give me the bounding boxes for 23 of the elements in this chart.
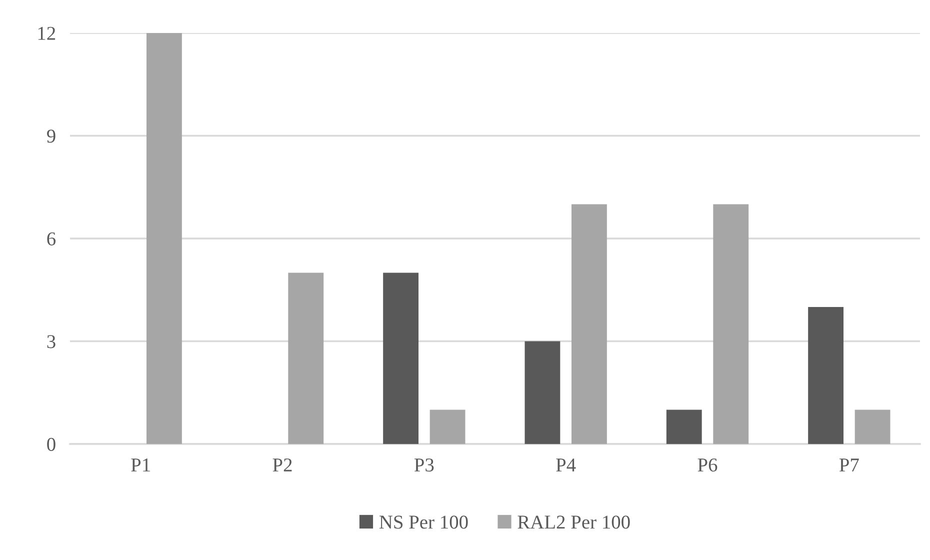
y-tick-label: 0: [47, 438, 56, 451]
bar: [666, 410, 702, 444]
bar: [572, 204, 607, 444]
bar: [713, 204, 749, 444]
y-tick-label: 6: [47, 232, 56, 246]
x-tick-label: P7: [839, 458, 859, 472]
y-tick-label: 12: [38, 26, 56, 40]
y-tick-label: 9: [47, 130, 56, 143]
x-tick-label: P2: [272, 458, 292, 472]
x-tick-label: P3: [414, 458, 434, 472]
bar: [808, 307, 844, 444]
bar: [430, 410, 466, 444]
legend-label: RAL2 Per 100: [518, 516, 630, 529]
x-tick-label: P1: [131, 458, 150, 472]
bar: [146, 33, 182, 444]
x-tick-label: P6: [698, 458, 718, 472]
y-tick-label: 3: [47, 335, 56, 348]
legend-label: NS Per 100: [379, 516, 468, 529]
bar: [288, 272, 324, 444]
bar: [854, 410, 890, 444]
bar: [524, 341, 560, 444]
x-tick-label: P4: [556, 458, 576, 472]
bar: [383, 272, 418, 444]
